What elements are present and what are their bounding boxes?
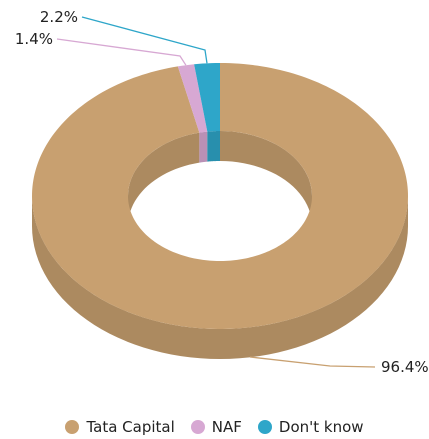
data-label-tata-capital: 96.4%	[381, 358, 429, 376]
legend-label-tata-capital: Tata Capital	[86, 418, 175, 436]
slice-tata-capital[interactable]	[32, 63, 408, 329]
leader-line-tata-capital	[249, 356, 376, 368]
data-label-naf: 1.4%	[15, 30, 53, 48]
legend-label-naf: NAF	[211, 418, 242, 436]
legend: Tata Capital NAF Don't know	[0, 418, 429, 436]
legend-swatch-dont-know	[257, 420, 272, 434]
legend-item-dont-know[interactable]: Don't know	[257, 418, 364, 436]
legend-item-naf[interactable]: NAF	[190, 418, 242, 436]
donut-top-face	[32, 63, 408, 329]
data-labels: 96.4% 1.4% 2.2%	[15, 8, 429, 376]
legend-label-dont-know: Don't know	[278, 418, 364, 436]
leader-line-naf	[56, 38, 187, 66]
legend-item-tata-capital[interactable]: Tata Capital	[65, 418, 175, 436]
inner-wall-tata-capital-1	[220, 131, 312, 226]
leader-lines	[56, 16, 376, 368]
legend-swatch-tata-capital	[65, 420, 80, 434]
inner-wall-naf-0	[199, 131, 208, 163]
slice-naf[interactable]	[177, 64, 208, 133]
leader-line-don-t-know	[81, 16, 208, 64]
slice-don-t-know[interactable]	[194, 63, 220, 132]
outer-wall-tata-capital	[32, 196, 408, 359]
data-label-don-t-know: 2.2%	[40, 8, 78, 26]
inner-wall-don-t-know-0	[207, 131, 220, 162]
inner-wall-tata-capital-0	[128, 132, 200, 226]
legend-swatch-naf	[190, 420, 205, 434]
donut-side-walls	[32, 131, 408, 359]
